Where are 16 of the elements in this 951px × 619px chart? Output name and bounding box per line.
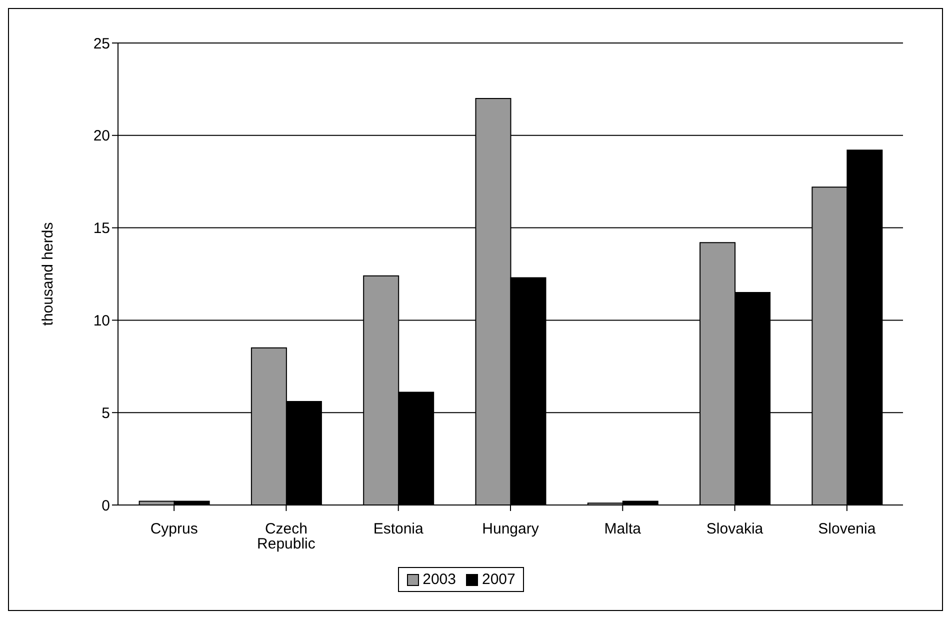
x-tick-label: Slovenia xyxy=(818,520,876,538)
x-tick-label: Hungary xyxy=(482,520,540,538)
x-tick-label: Estonia xyxy=(373,520,424,538)
legend-label: 2007 xyxy=(481,571,516,588)
y-axis-title: thousand herds xyxy=(39,222,56,326)
y-tick-label: 25 xyxy=(93,35,110,52)
y-tick-label: 15 xyxy=(93,220,110,238)
x-tick-label: Slovakia xyxy=(706,520,764,538)
legend-label: 2003 xyxy=(422,571,456,588)
x-tick-label: Czech Republic xyxy=(257,520,316,553)
y-tick-label: 10 xyxy=(93,312,110,330)
y-tick-label: 5 xyxy=(102,404,110,422)
x-tick-label: Cyprus xyxy=(150,520,198,538)
x-tick-label: Malta xyxy=(604,520,642,538)
y-tick-label: 0 xyxy=(102,497,110,514)
y-tick-label: 20 xyxy=(93,128,110,145)
